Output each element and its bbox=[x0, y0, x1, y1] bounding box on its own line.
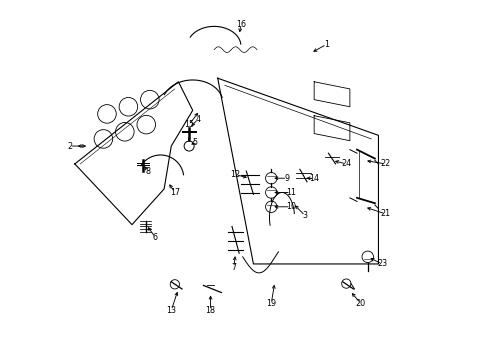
Text: 8: 8 bbox=[145, 167, 150, 176]
Text: 14: 14 bbox=[308, 174, 319, 183]
Text: 24: 24 bbox=[341, 159, 351, 168]
Text: 19: 19 bbox=[265, 299, 276, 308]
Text: 10: 10 bbox=[285, 202, 295, 211]
Text: 11: 11 bbox=[285, 188, 295, 197]
Text: 1: 1 bbox=[324, 40, 328, 49]
Text: 22: 22 bbox=[380, 159, 390, 168]
Text: 15: 15 bbox=[183, 120, 194, 129]
Text: 5: 5 bbox=[191, 138, 197, 147]
Text: 16: 16 bbox=[235, 20, 245, 29]
Text: 9: 9 bbox=[284, 174, 289, 183]
Text: 23: 23 bbox=[376, 260, 386, 269]
Text: 18: 18 bbox=[205, 306, 215, 315]
Text: 20: 20 bbox=[355, 299, 365, 308]
Text: 13: 13 bbox=[166, 306, 176, 315]
Text: 17: 17 bbox=[169, 188, 180, 197]
Text: 4: 4 bbox=[195, 115, 200, 124]
Text: 7: 7 bbox=[231, 263, 236, 272]
Text: 21: 21 bbox=[380, 210, 390, 219]
Text: 2: 2 bbox=[67, 141, 72, 150]
Text: 3: 3 bbox=[302, 211, 307, 220]
Text: 6: 6 bbox=[152, 233, 157, 242]
Text: 12: 12 bbox=[230, 170, 240, 179]
